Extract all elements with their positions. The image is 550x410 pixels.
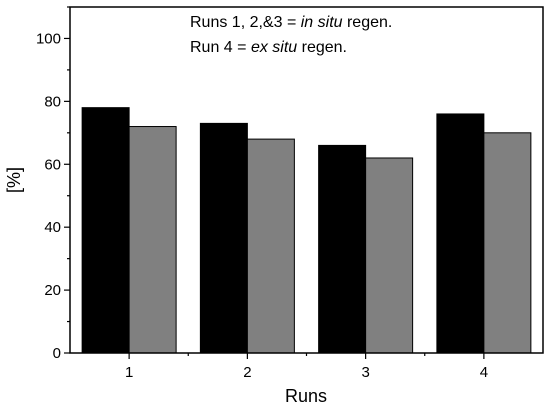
annotation-line-1-italic: in situ <box>301 14 343 31</box>
x-tick-label: 2 <box>243 364 251 381</box>
bar-series-2-run-1 <box>128 126 177 354</box>
bar-series-1-run-4 <box>436 113 485 354</box>
y-tick-label: 40 <box>44 219 61 236</box>
bar-series-2-run-2 <box>246 138 295 354</box>
y-tick-label: 100 <box>36 30 61 47</box>
bar-series-2-run-3 <box>365 157 414 354</box>
bar-series-1-run-1 <box>81 107 130 354</box>
bar-series-1-run-3 <box>318 144 367 354</box>
bar-series-2-run-4 <box>483 132 532 354</box>
y-tick-label: 60 <box>44 156 61 173</box>
x-axis-title: Runs <box>285 386 327 406</box>
x-tick-label: 4 <box>480 364 488 381</box>
y-tick-label: 80 <box>44 93 61 110</box>
x-axis: 1 2 3 4 <box>125 353 488 381</box>
bar-series-1-run-2 <box>199 122 248 354</box>
y-axis: 0 20 40 60 80 100 <box>36 6 70 362</box>
annotation-line-2-prefix: Run 4 = <box>190 39 251 56</box>
y-axis-title: [%] <box>4 167 24 193</box>
annotation-line-2-suffix: regen. <box>297 39 347 56</box>
y-tick-label: 20 <box>44 282 61 299</box>
x-tick-label: 1 <box>125 364 133 381</box>
annotation-line-2: Run 4 = ex situ regen. <box>190 39 347 56</box>
bars-layer <box>81 107 532 354</box>
y-tick-label: 0 <box>53 345 61 362</box>
x-tick-label: 3 <box>361 364 369 381</box>
annotation-line-2-italic: ex situ <box>251 39 297 56</box>
annotation-line-1-prefix: Runs 1, 2,&3 = <box>190 14 301 31</box>
annotation-line-1-suffix: regen. <box>343 14 393 31</box>
annotation-line-1: Runs 1, 2,&3 = in situ regen. <box>190 14 392 31</box>
